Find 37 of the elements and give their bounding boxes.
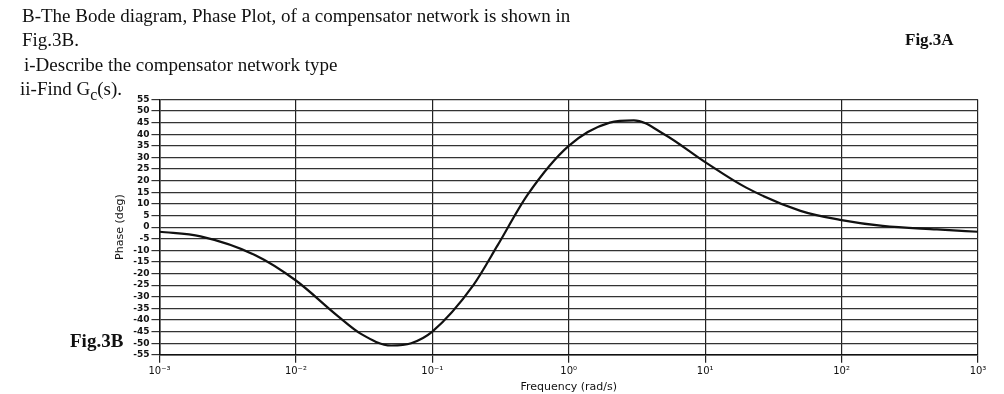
x-axis-title: Frequency (rad/s) (520, 380, 618, 394)
x-tick-label: 10⁻¹ (421, 365, 444, 377)
y-tick-label: 25 (136, 163, 150, 174)
y-tick-label: -40 (133, 314, 150, 325)
y-tick-label: 35 (136, 140, 150, 151)
y-tick-label: 45 (136, 116, 150, 127)
y-tick-label: 50 (136, 105, 150, 116)
y-tick-label: -30 (133, 291, 150, 302)
x-tick-label: 10⁰ (560, 365, 578, 377)
y-tick-label: -20 (133, 267, 150, 278)
y-tick-label: 15 (136, 186, 150, 197)
y-tick-label: 0 (143, 221, 150, 232)
y-tick-label: 5 (143, 209, 150, 220)
text: ii-Find G$_{c}$(s). (20, 78, 123, 104)
y-tick-label: -25 (133, 279, 150, 290)
caption: Fig.3B (70, 330, 124, 352)
y-tick-label: 20 (136, 175, 150, 186)
text: i-Describe the compensator network type (24, 54, 338, 76)
y-tick-label: -45 (133, 325, 150, 336)
x-tick-label: 10² (833, 365, 850, 377)
x-tick-label: 10⁻³ (148, 365, 171, 377)
y-tick-label: -55 (133, 349, 150, 360)
y-tick-label: -15 (133, 256, 150, 267)
chart-title: B-The Bode diagram, Phase Plot, of a compensator network is shown in Fig.3B. (22, 4, 572, 52)
x-tick-label: 10¹ (696, 365, 714, 377)
y-tick-label: -10 (133, 244, 150, 255)
y-tick-label: 40 (136, 128, 150, 139)
x-tick-label: 10⁻² (284, 365, 307, 377)
y-tick-label: -5 (139, 233, 150, 244)
x-tick-label: 10³ (969, 365, 987, 377)
y-tick-label: -35 (133, 302, 150, 313)
caption: Fig.3A (905, 30, 954, 50)
y-tick-label: 10 (136, 198, 150, 209)
y-tick-label: -50 (133, 337, 150, 348)
y-tick-label: 55 (136, 93, 150, 104)
y-tick-label: 30 (136, 151, 150, 162)
y-axis-title: Phase (deg) (113, 194, 127, 260)
